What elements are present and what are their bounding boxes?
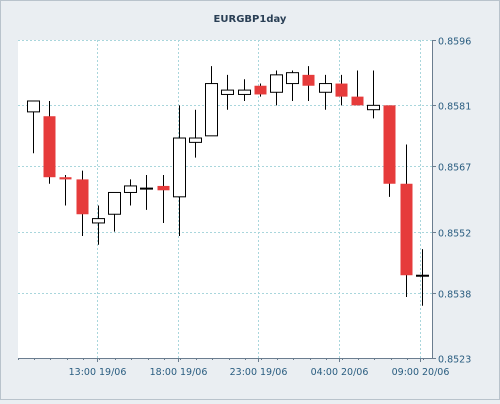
candle-body-bullish [238, 89, 251, 95]
candle [59, 175, 72, 206]
y-tick-label: 0.8552 [438, 229, 471, 240]
candle [270, 70, 283, 106]
y-tick-label: 0.8596 [438, 37, 471, 48]
candle [335, 74, 348, 106]
x-tick-label: 13:00 19/06 [69, 367, 127, 378]
candle [140, 175, 153, 210]
candle-body-bearish [302, 74, 315, 86]
candle-body-bullish [140, 187, 153, 190]
candle [189, 109, 202, 158]
x-tick-label: 18:00 19/06 [150, 367, 208, 378]
candle [238, 79, 251, 101]
candle [400, 144, 413, 298]
candle-body-bullish [270, 74, 283, 93]
candle-body-bearish [43, 116, 56, 178]
y-tick-labels: 0.8596 0.8581 0.8567 0.8552 0.8538 0.8523 [438, 37, 471, 366]
candle [351, 70, 364, 106]
candle [43, 100, 56, 184]
x-tick-labels: 13:00 19/06 18:00 19/06 23:00 19/06 04:00 2… [69, 367, 450, 378]
candle [416, 249, 429, 306]
y-tick-label: 0.8581 [438, 102, 471, 113]
candle [367, 70, 380, 119]
candle-body-bearish [157, 185, 170, 191]
candle-body-bullish [205, 83, 218, 137]
candle-body-bullish [92, 218, 105, 224]
candle [108, 191, 121, 232]
candle [383, 105, 396, 197]
candle-body-bearish [335, 83, 348, 97]
candle-body-bullish [221, 89, 234, 95]
candle-body-bearish [400, 183, 413, 276]
candle [92, 205, 105, 245]
candle [173, 105, 186, 237]
chart-title: EURGBP1day [214, 14, 287, 25]
candle-body-bullish [319, 83, 332, 93]
x-tick-label: 09:00 20/06 [392, 367, 450, 378]
candle-body-bearish [351, 96, 364, 106]
candle-body-bullish [286, 72, 299, 85]
candles [27, 66, 429, 306]
y-tick-label: 0.8538 [438, 290, 471, 301]
candle [254, 83, 267, 97]
candle [27, 100, 40, 154]
candle-body-bullish [173, 137, 186, 198]
y-tick-label: 0.8567 [438, 163, 471, 174]
x-tick-label: 04:00 20/06 [311, 367, 369, 378]
candle-body-bullish [367, 104, 380, 111]
candle-body-bullish [124, 185, 137, 193]
candle-body-bullish [108, 191, 121, 215]
candle-body-bearish [254, 85, 267, 95]
candle [157, 175, 170, 223]
candle [286, 70, 299, 101]
candle-body-bullish [27, 100, 40, 113]
candle-body-bullish [416, 274, 429, 277]
candle-body-bearish [59, 177, 72, 180]
candle [124, 179, 137, 206]
candle [319, 74, 332, 110]
candle-body-bearish [76, 179, 89, 215]
candle [221, 74, 234, 110]
candle [205, 66, 218, 137]
y-tick-label: 0.8523 [438, 355, 471, 366]
candle-body-bearish [383, 105, 396, 184]
candle [76, 170, 89, 237]
candle [302, 66, 315, 101]
axes [18, 40, 436, 362]
x-tick-label: 23:00 19/06 [230, 367, 288, 378]
candle-body-bullish [189, 137, 202, 143]
